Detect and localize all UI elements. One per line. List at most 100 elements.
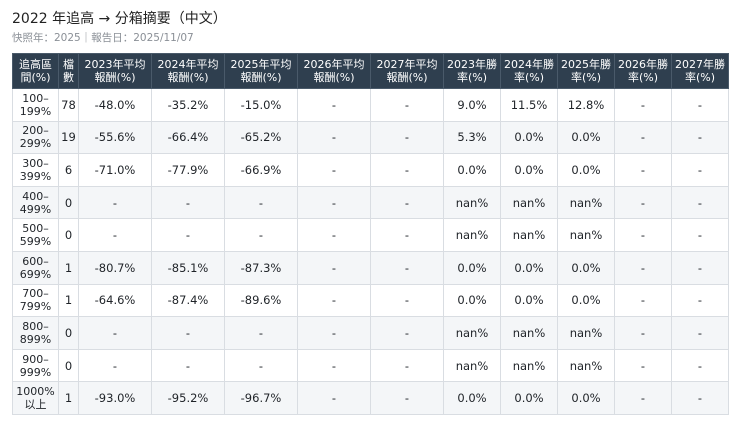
- table-row: 300–399% 6 -71.0% -77.9% -66.9% - -0.0% 0.0% 0.0…: [12, 153, 729, 187]
- count-cell: 1: [58, 250, 79, 285]
- value-cell: 0.0%: [443, 250, 501, 285]
- value-cell: 0.0%: [500, 153, 558, 187]
- value-cell: -: [151, 348, 225, 383]
- value-cell: -: [671, 120, 729, 155]
- count-cell: 19: [58, 120, 79, 155]
- value-cell: -64.6%: [78, 283, 152, 318]
- value-cell: -: [614, 381, 672, 415]
- value-cell: -: [671, 185, 729, 220]
- value-cell: nan%: [557, 348, 615, 383]
- column-header: 2025年平均報酬(%): [224, 53, 298, 89]
- value-cell: -: [297, 381, 371, 415]
- value-cell: 0.0%: [443, 153, 501, 187]
- table-row: 400–499% 0- - - - - nan% nan% nan% - -: [12, 185, 729, 220]
- value-cell: 0.0%: [557, 153, 615, 187]
- value-cell: -: [614, 120, 672, 155]
- value-cell: 0.0%: [500, 120, 558, 155]
- column-header: 2023年平均報酬(%): [78, 53, 152, 89]
- value-cell: 5.3%: [443, 120, 501, 155]
- count-cell: 0: [58, 316, 79, 350]
- value-cell: -89.6%: [224, 283, 298, 318]
- value-cell: -35.2%: [151, 88, 225, 122]
- value-cell: nan%: [500, 348, 558, 383]
- count-cell: 0: [58, 218, 79, 252]
- column-header: 2024年平均報酬(%): [151, 53, 225, 89]
- value-cell: 0.0%: [443, 283, 501, 318]
- value-cell: -: [78, 185, 152, 220]
- value-cell: -: [671, 153, 729, 187]
- value-cell: -: [78, 348, 152, 383]
- value-cell: -96.7%: [224, 381, 298, 415]
- value-cell: -: [370, 120, 444, 155]
- value-cell: -87.4%: [151, 283, 225, 318]
- table-header-row: 追高區間(%) 檔數 2023年平均報酬(%) 2024年平均報酬(%) 2025年平均…: [12, 53, 729, 89]
- value-cell: -: [614, 218, 672, 252]
- value-cell: -: [297, 218, 371, 252]
- value-cell: -: [671, 250, 729, 285]
- value-cell: -: [78, 316, 152, 350]
- column-header: 2023年勝率(%): [443, 53, 501, 89]
- table-row: 800–899% 0- - - - - nan% nan% nan% - -: [12, 316, 729, 350]
- column-header: 追高區間(%): [12, 53, 59, 89]
- value-cell: 11.5%: [500, 88, 558, 122]
- column-header: 2026年平均報酬(%): [297, 53, 371, 89]
- value-cell: -: [297, 250, 371, 285]
- table-row: 500–599% 0- - - - - nan% nan% nan% - -: [12, 218, 729, 252]
- value-cell: nan%: [557, 218, 615, 252]
- value-cell: -: [370, 88, 444, 122]
- value-cell: 0.0%: [500, 381, 558, 415]
- column-header: 檔數: [58, 53, 79, 89]
- value-cell: -77.9%: [151, 153, 225, 187]
- page-title: 2022 年追高 → 分箱摘要（中文）: [12, 11, 227, 27]
- value-cell: -: [224, 218, 298, 252]
- range-cell: 1000%以上: [12, 381, 59, 415]
- range-cell: 700–799%: [12, 283, 59, 318]
- value-cell: nan%: [443, 185, 501, 220]
- table-row: 900–999% 0- - - - - nan% nan% nan% - -: [12, 348, 729, 383]
- value-cell: nan%: [500, 316, 558, 350]
- value-cell: nan%: [443, 316, 501, 350]
- value-cell: 0.0%: [557, 120, 615, 155]
- column-header: 2027年勝率(%): [671, 53, 729, 89]
- value-cell: -: [614, 283, 672, 318]
- value-cell: -87.3%: [224, 250, 298, 285]
- value-cell: -95.2%: [151, 381, 225, 415]
- range-cell: 200–299%: [12, 120, 59, 155]
- value-cell: -: [614, 153, 672, 187]
- value-cell: -66.4%: [151, 120, 225, 155]
- value-cell: -: [224, 185, 298, 220]
- value-cell: -: [224, 316, 298, 350]
- value-cell: -: [297, 120, 371, 155]
- value-cell: -: [671, 348, 729, 383]
- value-cell: nan%: [443, 348, 501, 383]
- value-cell: -: [224, 348, 298, 383]
- value-cell: nan%: [443, 218, 501, 252]
- range-cell: 400–499%: [12, 185, 59, 220]
- value-cell: -: [151, 185, 225, 220]
- value-cell: -: [297, 153, 371, 187]
- value-cell: -: [614, 250, 672, 285]
- count-cell: 0: [58, 348, 79, 383]
- table-row: 700–799% 1 -64.6% -87.4% -89.6% - -0.0% 0.0% 0.0…: [12, 283, 729, 318]
- table-body: 100–199% 78 -48.0% -35.2% -15.0% - -9.0% 11.5% 1…: [12, 88, 729, 415]
- value-cell: -71.0%: [78, 153, 152, 187]
- column-header: 2024年勝率(%): [500, 53, 558, 89]
- value-cell: -: [370, 185, 444, 220]
- value-cell: -66.9%: [224, 153, 298, 187]
- value-cell: -: [370, 283, 444, 318]
- range-cell: 100–199%: [12, 88, 59, 122]
- count-cell: 1: [58, 381, 79, 415]
- value-cell: -85.1%: [151, 250, 225, 285]
- value-cell: 0.0%: [557, 381, 615, 415]
- value-cell: -93.0%: [78, 381, 152, 415]
- value-cell: -: [151, 316, 225, 350]
- column-header: 2027年平均報酬(%): [370, 53, 444, 89]
- value-cell: -55.6%: [78, 120, 152, 155]
- value-cell: -: [370, 316, 444, 350]
- value-cell: -80.7%: [78, 250, 152, 285]
- value-cell: 0.0%: [500, 283, 558, 318]
- value-cell: 0.0%: [557, 250, 615, 285]
- column-header: 2025年勝率(%): [557, 53, 615, 89]
- count-cell: 1: [58, 283, 79, 318]
- value-cell: -: [297, 283, 371, 318]
